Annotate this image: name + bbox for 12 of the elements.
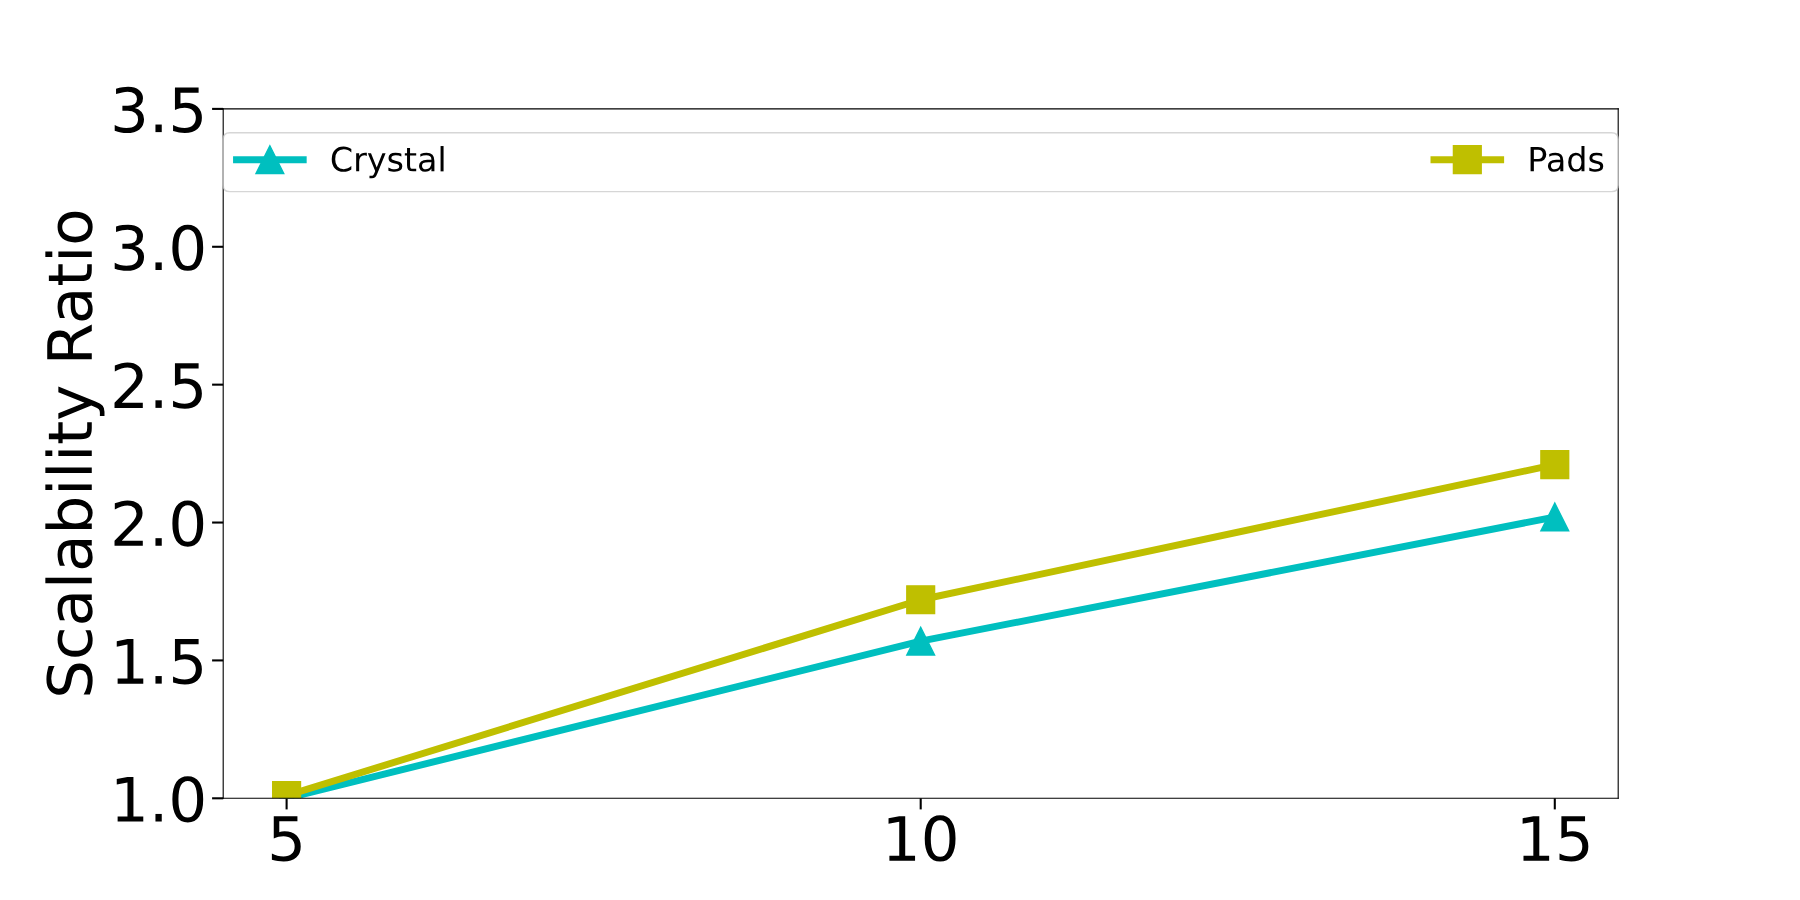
- y-tick-label: 3.5: [114, 86, 202, 133]
- y-tick-label: 1.5: [116, 639, 202, 685]
- y-tick-label: 2.5: [114, 362, 202, 409]
- legend-label: Pads: [1530, 146, 1604, 172]
- y-tick-label: 1.0: [116, 776, 204, 823]
- x-tick-label: 10: [888, 815, 956, 862]
- x-tick-label: 15: [1522, 816, 1589, 862]
- legend-label: Crystal: [331, 146, 444, 179]
- y-tick-label: 2.0: [114, 500, 204, 547]
- y-axis-title: Scalability Ratio: [45, 211, 105, 695]
- x-tick-label: 5: [271, 816, 301, 862]
- y-tick-label: 3.0: [114, 224, 204, 271]
